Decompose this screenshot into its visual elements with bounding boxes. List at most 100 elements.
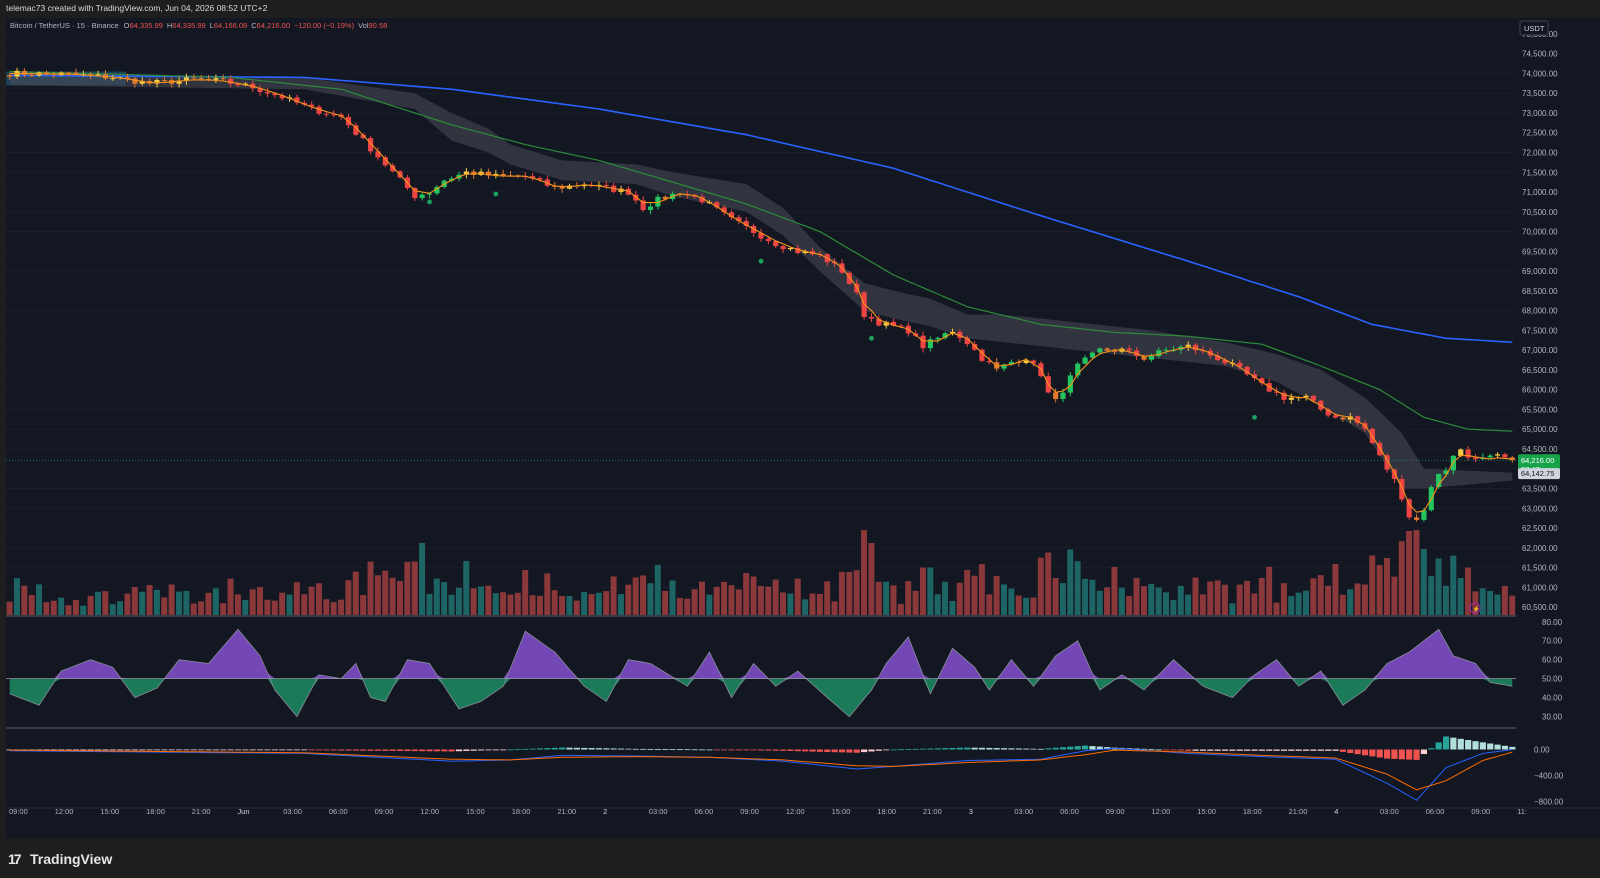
volume-bar	[595, 592, 602, 615]
macd-histogram-bar	[404, 749, 411, 752]
volume-bar	[625, 584, 632, 615]
candle	[1163, 349, 1169, 351]
macd-histogram-bar	[529, 748, 536, 750]
macd-histogram-bar	[1023, 748, 1030, 750]
volume-bar	[610, 576, 617, 615]
macd-histogram-bar	[868, 749, 875, 752]
rsi-area-down	[9, 678, 1513, 717]
volume-bar	[87, 595, 94, 615]
candle	[43, 72, 50, 74]
candle	[213, 78, 219, 80]
ema200-line	[9, 74, 1513, 343]
volume-bar	[1133, 577, 1140, 615]
macd-histogram-bar	[338, 749, 345, 751]
volume-bar	[684, 598, 691, 615]
macd-histogram-bar	[853, 749, 860, 753]
macd-histogram-bar	[617, 748, 625, 750]
macd-histogram-bar	[1185, 749, 1192, 751]
macd-histogram-bar	[367, 749, 374, 751]
volume-bar	[183, 590, 190, 615]
price-tick-label: 72,000.00	[1522, 148, 1558, 157]
macd-histogram-bar	[551, 747, 558, 750]
candle	[1001, 364, 1007, 369]
volume-bar	[1391, 576, 1398, 615]
candle	[1355, 416, 1361, 424]
time-tick-label: 12:00	[786, 807, 805, 816]
time-tick-label: 09:00	[1106, 807, 1125, 816]
volume-bar	[264, 599, 271, 615]
volume-bar	[1332, 564, 1339, 615]
volume-bar	[1398, 541, 1405, 615]
volume-bar	[117, 601, 124, 615]
macd-histogram-bar	[831, 749, 838, 753]
lightning-glyph: ⚡	[1473, 605, 1480, 613]
candle	[898, 325, 904, 327]
volume-bar	[21, 585, 28, 615]
volume-bar	[279, 592, 286, 615]
candle	[1148, 356, 1154, 360]
volume-bar	[1413, 530, 1420, 615]
lightning-icon[interactable]	[1469, 602, 1481, 614]
currency-button[interactable]	[1519, 20, 1549, 36]
candle	[228, 78, 234, 84]
candle	[662, 196, 668, 200]
volume-bar	[1354, 583, 1361, 615]
candle	[264, 91, 271, 94]
macd-histogram-bar	[1457, 738, 1464, 750]
macd-histogram-bar	[1465, 740, 1472, 750]
candle	[139, 80, 145, 84]
volume-bar	[838, 571, 845, 615]
top-caption-bar: telemac73 created with TradingView.com, …	[0, 0, 1600, 18]
time-tick-label: 18:00	[877, 807, 896, 816]
macd-histogram-bar	[470, 749, 477, 751]
volume-bar	[330, 602, 337, 615]
volume-bar	[271, 600, 278, 615]
price-tick-label: 69,500.00	[1522, 247, 1558, 256]
chart-area[interactable]: 75,000.0074,500.0074,000.0073,500.0073,0…	[6, 18, 1600, 838]
ohlc-value: 64,335.99	[130, 21, 163, 30]
volume-bar	[654, 564, 661, 615]
macd-histogram-bar	[536, 748, 544, 750]
volume-bar	[168, 584, 175, 615]
volume-bar	[588, 594, 595, 615]
candle	[1075, 363, 1081, 376]
macd-histogram-bar	[315, 749, 323, 751]
price-tick-label: 66,000.00	[1522, 386, 1558, 395]
macd-histogram-bar	[1332, 749, 1339, 751]
candle	[1502, 454, 1508, 458]
candle	[891, 321, 897, 326]
volume-bar	[1096, 590, 1103, 615]
volume-bar	[809, 593, 816, 615]
candle	[272, 93, 278, 96]
volume-bar	[831, 601, 838, 615]
candle	[773, 241, 779, 247]
macd-histogram-bar	[124, 749, 131, 751]
volume-bar	[861, 530, 868, 615]
macd-histogram-bar	[669, 749, 676, 750]
macd-histogram-bar	[212, 749, 220, 751]
time-tick-label: 03:00	[649, 807, 668, 816]
macd-histogram-bar	[1317, 749, 1324, 751]
macd-histogram-bar	[389, 749, 396, 751]
macd-histogram-bar	[94, 749, 102, 751]
macd-histogram-bar	[1229, 749, 1236, 751]
price-tick-label: 65,000.00	[1522, 425, 1558, 434]
macd-histogram-bar	[80, 749, 87, 751]
macd-histogram-bar	[809, 749, 816, 752]
volume-bar	[853, 570, 860, 615]
macd-histogram-bar	[595, 748, 603, 750]
volume-bar	[1428, 576, 1435, 615]
tradingview-logo-text: TradingView	[30, 851, 113, 867]
volume-bar	[139, 591, 146, 615]
candle	[1089, 352, 1096, 358]
macd-histogram-bar	[846, 749, 853, 753]
candle	[640, 200, 646, 211]
time-tick-label: 11:	[1517, 807, 1527, 816]
volume-bar	[411, 561, 418, 615]
candle	[183, 77, 190, 81]
time-tick-label: 21:00	[1289, 807, 1308, 816]
volume-bar	[485, 585, 492, 615]
chart-canvas[interactable]: 75,000.0074,500.0074,000.0073,500.0073,0…	[6, 18, 1600, 838]
candle	[743, 221, 749, 226]
candle	[1288, 397, 1294, 400]
